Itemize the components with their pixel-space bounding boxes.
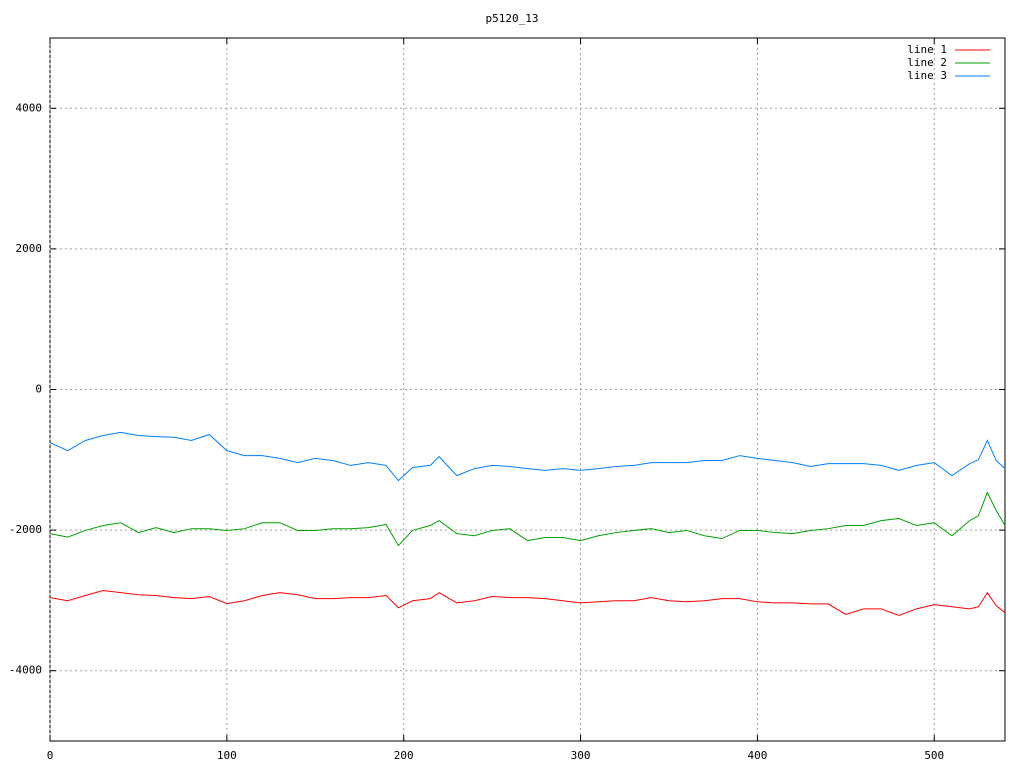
chart-title: p5120_13 [486,12,539,25]
legend-label: line 2 [907,56,947,69]
y-tick-label: 0 [35,383,42,396]
x-tick-label: 400 [747,749,767,762]
data-line [49,491,1006,547]
y-tick-label: -2000 [9,523,42,536]
y-tick-label: 2000 [16,242,43,255]
x-tick-label: 300 [571,749,591,762]
data-line [49,590,1006,617]
y-tick-label: -4000 [9,664,42,677]
x-tick-label: 0 [47,749,54,762]
data-line [49,431,1006,482]
x-tick-label: 500 [924,749,944,762]
y-tick-label: 4000 [16,101,43,114]
legend-label: line 3 [907,69,947,82]
legend-label: line 1 [907,43,947,56]
x-tick-label: 200 [394,749,414,762]
x-tick-label: 100 [217,749,237,762]
